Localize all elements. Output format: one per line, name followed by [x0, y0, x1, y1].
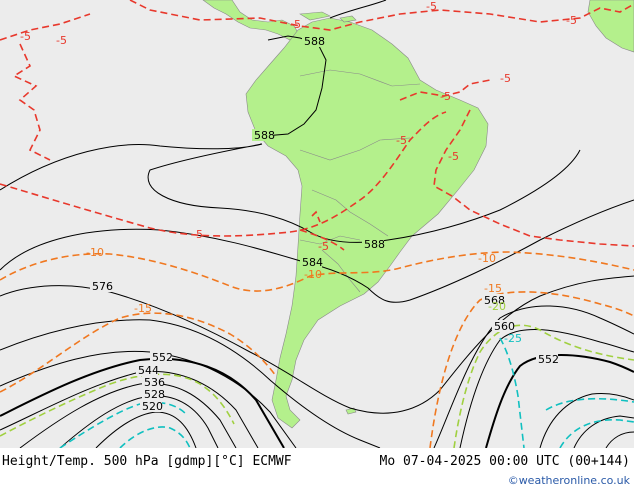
temp-label: -5 [56, 34, 67, 47]
temp-label: -5 [396, 134, 407, 147]
contour-east-lows [539, 393, 634, 448]
temp-label: -5 [318, 240, 329, 253]
temp-label: -20 [488, 300, 506, 313]
height-contours [0, 0, 634, 448]
isotherm-minus10 [0, 251, 634, 292]
temp-labels: -5 -5 -5 -5 -5 -5 -5 -5 -5 -5 -5 -10 -10… [20, 0, 577, 345]
isotherm-minus5-mid [0, 111, 447, 237]
contour-576 [0, 275, 634, 414]
isotherm-minus15 [0, 291, 634, 448]
height-label: 560 [494, 320, 515, 333]
contour-536 [19, 382, 237, 448]
temp-label: -10 [478, 252, 496, 265]
map-title: Height/Temp. 500 hPa [gdmp][°C] ECMWF [2, 454, 292, 469]
map-footer: Height/Temp. 500 hPa [gdmp][°C] ECMWF Mo… [0, 448, 634, 490]
contour-568 [0, 305, 634, 448]
temp-label: -10 [304, 268, 322, 281]
isotherm-minus5-north [0, 0, 634, 41]
contour-520 [95, 411, 197, 448]
height-label: 544 [138, 364, 159, 377]
contour-588-north [263, 35, 327, 137]
country-borders [299, 69, 421, 293]
isotherm-minus5-west [12, 43, 51, 161]
height-labels: 588 588 588 584 576 568 560 552 552 544 … [90, 35, 559, 413]
height-label: 588 [364, 238, 385, 251]
height-label: 552 [538, 353, 559, 366]
caribbean-island [339, 15, 357, 23]
height-label: 520 [142, 400, 163, 413]
valid-time: Mo 07-04-2025 00:00 UTC (00+144) [379, 454, 630, 469]
height-label: 588 [254, 129, 275, 142]
isotherm-minus5-south [299, 210, 345, 251]
contour-east-top [329, 0, 387, 19]
height-label: 536 [144, 376, 165, 389]
temp-label: -25 [504, 332, 522, 345]
height-label: 552 [152, 351, 173, 364]
height-label: 568 [484, 294, 505, 307]
temp-label: -5 [426, 0, 437, 13]
credit-link[interactable]: ©weatheronline.co.uk [507, 474, 630, 487]
height-label: 528 [144, 388, 165, 401]
isotherm-minus25 [59, 337, 634, 448]
temp-label: -5 [500, 72, 511, 85]
temp-label: -5 [440, 90, 451, 103]
weather-map: 588 588 588 584 576 568 560 552 552 544 … [0, 0, 634, 448]
africa [587, 0, 634, 53]
temp-label: -5 [566, 14, 577, 27]
height-label: 584 [302, 256, 323, 269]
temp-label: -5 [290, 18, 301, 31]
temp-label: -15 [134, 302, 152, 315]
temp-label: -5 [192, 228, 203, 241]
temp-label: -15 [484, 282, 502, 295]
temp-label: -5 [448, 150, 459, 163]
temp-label: -5 [20, 30, 31, 43]
height-label: 576 [92, 280, 113, 293]
temp-label: -10 [86, 246, 104, 259]
contour-584 [0, 199, 634, 303]
height-label: 588 [304, 35, 325, 48]
caribbean-island [299, 11, 331, 21]
contour-588-central [0, 143, 581, 243]
isotherm-minus5-brazil [399, 79, 634, 247]
